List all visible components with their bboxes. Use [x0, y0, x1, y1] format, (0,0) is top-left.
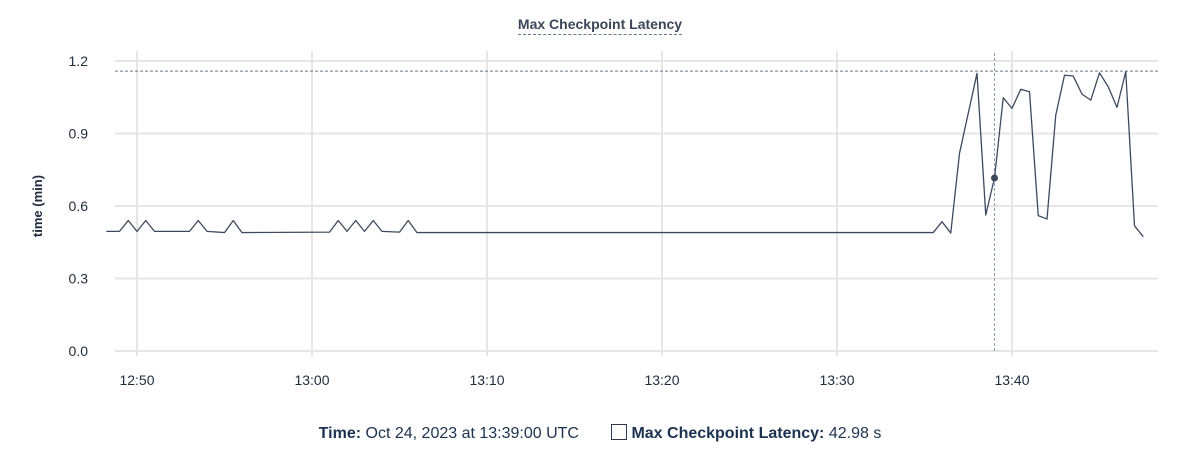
hover-point: [991, 174, 998, 182]
time-value: Oct 24, 2023 at 13:39:00 UTC: [365, 425, 579, 442]
y-tick-label: 0.3: [69, 271, 89, 287]
series-value: 42.98 s: [828, 425, 882, 442]
y-tick-label: 1.2: [69, 53, 89, 69]
x-tick-label: 13:40: [994, 372, 1029, 388]
y-tick-label: 0.6: [69, 198, 89, 214]
hover-legend: Time: Oct 24, 2023 at 13:39:00 UTC Max C…: [0, 424, 1200, 443]
y-tick-label: 0.9: [69, 126, 89, 142]
y-tick-label: 0.0: [69, 343, 89, 359]
series-checkbox[interactable]: [611, 424, 628, 440]
x-tick-label: 12:50: [119, 372, 154, 388]
x-tick-label: 13:00: [294, 372, 329, 388]
x-tick-label: 13:10: [469, 372, 504, 388]
series-line: [106, 70, 1144, 238]
y-axis-label: time (min): [30, 175, 45, 237]
line-chart[interactable]: 0.0 0.3 0.6 0.9 1.2 12:50 13:00 13:10 13:20 13:30…: [0, 0, 1200, 410]
series-label: Max Checkpoint Latency:: [631, 425, 825, 442]
x-tick-label: 13:30: [819, 372, 854, 388]
chart-title: Max Checkpoint Latency: [0, 16, 1200, 35]
x-tick-label: 13:20: [644, 372, 679, 388]
time-label: Time:: [318, 425, 362, 442]
